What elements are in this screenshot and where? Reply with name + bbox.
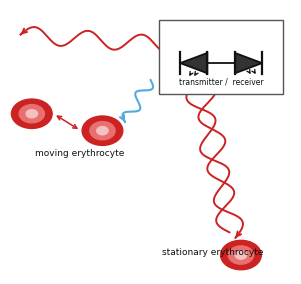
- Bar: [159, 20, 283, 94]
- Text: transmitter /  receiver: transmitter / receiver: [179, 78, 263, 87]
- Text: stationary erythrocyte: stationary erythrocyte: [162, 248, 263, 257]
- Ellipse shape: [11, 99, 52, 128]
- Polygon shape: [235, 53, 262, 73]
- Ellipse shape: [221, 240, 261, 270]
- Polygon shape: [180, 53, 207, 73]
- Text: moving erythrocyte: moving erythrocyte: [35, 149, 124, 158]
- Ellipse shape: [235, 251, 247, 259]
- Ellipse shape: [90, 122, 115, 140]
- Ellipse shape: [26, 110, 38, 118]
- Ellipse shape: [97, 127, 108, 135]
- Ellipse shape: [82, 116, 123, 145]
- Ellipse shape: [19, 105, 45, 123]
- Ellipse shape: [228, 246, 253, 264]
